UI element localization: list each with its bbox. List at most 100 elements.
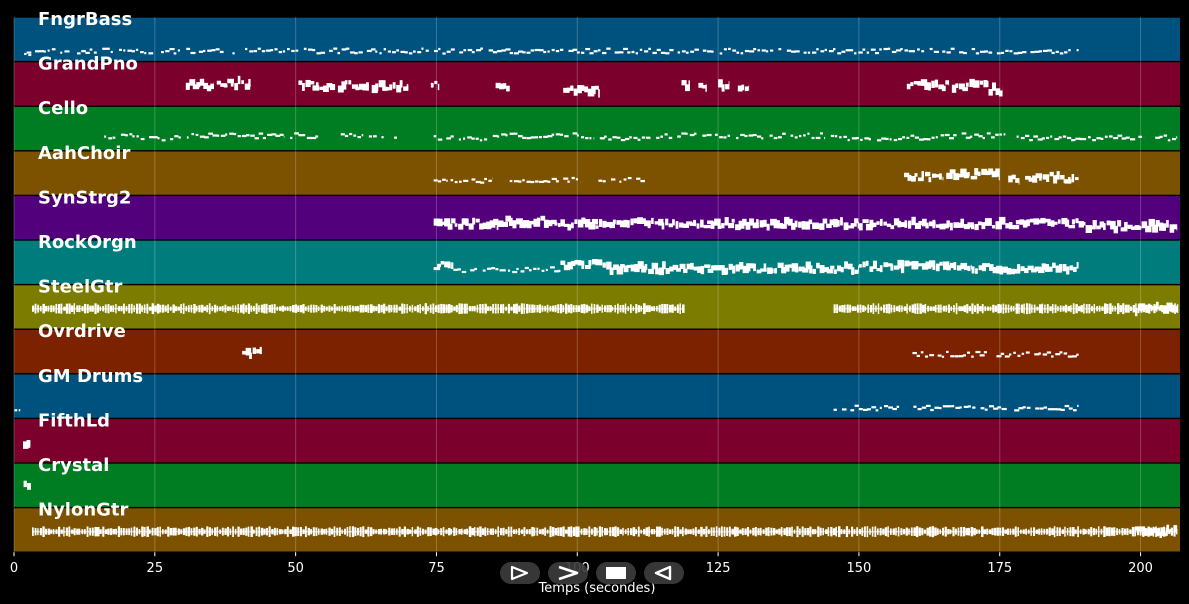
x-tick-label: 150 bbox=[847, 561, 872, 576]
track-lane bbox=[14, 196, 1180, 240]
x-grid-lines bbox=[13, 17, 1142, 553]
note-segment bbox=[906, 79, 950, 92]
note-segment bbox=[718, 79, 730, 92]
note-segment bbox=[32, 303, 685, 315]
note-segment bbox=[1005, 217, 1079, 230]
track-label: SynStrg2 bbox=[38, 187, 131, 208]
note-segment bbox=[940, 132, 1006, 140]
track-lane bbox=[14, 106, 1180, 151]
note-segment bbox=[656, 132, 826, 140]
note-segment bbox=[1016, 134, 1178, 142]
track-lane bbox=[14, 329, 1180, 374]
note-segment bbox=[946, 168, 1000, 181]
note-segment bbox=[498, 215, 561, 229]
x-tick-label: 25 bbox=[147, 561, 164, 576]
x-tick-label: 75 bbox=[428, 561, 445, 576]
note-segment bbox=[509, 177, 559, 184]
note-segment bbox=[23, 439, 31, 449]
x-tick-label: 0 bbox=[10, 561, 18, 576]
track-label: GM Drums bbox=[38, 366, 143, 387]
note-segment bbox=[903, 171, 944, 183]
note-segment bbox=[598, 176, 645, 183]
track-label: FngrBass bbox=[38, 9, 132, 30]
note-segment bbox=[185, 78, 214, 92]
note-segment bbox=[298, 79, 336, 93]
note-segment bbox=[453, 266, 561, 274]
note-segment bbox=[833, 404, 1079, 412]
x-tick-label: 125 bbox=[706, 561, 731, 576]
note-segment bbox=[1025, 171, 1065, 184]
note-segment bbox=[737, 84, 750, 92]
note-segment bbox=[23, 480, 31, 490]
rewind-icon bbox=[652, 564, 676, 582]
note-segment bbox=[951, 78, 989, 93]
note-segment bbox=[242, 346, 262, 359]
note-segment bbox=[912, 350, 1079, 358]
note-segment bbox=[858, 259, 972, 274]
note-segment bbox=[1064, 173, 1079, 186]
track-lane bbox=[14, 151, 1180, 195]
play-icon bbox=[508, 564, 532, 582]
note-segment bbox=[337, 80, 369, 93]
track-lane bbox=[14, 17, 1180, 61]
play-button[interactable] bbox=[500, 562, 540, 584]
note-segment bbox=[492, 132, 595, 140]
track-label: Cello bbox=[38, 98, 88, 119]
x-axis-title: Temps (secondes) bbox=[538, 581, 656, 596]
note-segment bbox=[971, 261, 1079, 275]
note-segment bbox=[433, 178, 448, 183]
track-lane bbox=[14, 419, 1180, 463]
note-segment bbox=[340, 132, 364, 139]
note-segment bbox=[698, 82, 707, 92]
x-tick-label: 200 bbox=[1128, 561, 1153, 576]
transport-controls bbox=[500, 562, 684, 588]
note-segment bbox=[191, 132, 285, 140]
note-segment bbox=[433, 261, 454, 271]
x-tick-label: 50 bbox=[287, 561, 304, 576]
note-segment bbox=[599, 135, 651, 142]
note-segment bbox=[560, 217, 634, 231]
note-segment bbox=[1134, 524, 1178, 539]
note-segment bbox=[830, 134, 938, 142]
track-label: NylonGtr bbox=[38, 500, 129, 521]
note-segment bbox=[450, 177, 493, 184]
track-lane bbox=[14, 463, 1180, 507]
note-segment bbox=[602, 261, 859, 276]
rewind-button[interactable] bbox=[644, 562, 684, 584]
note-segment bbox=[290, 132, 319, 140]
note-segment bbox=[32, 526, 1178, 538]
note-segment bbox=[633, 216, 859, 231]
note-segment bbox=[1078, 218, 1178, 234]
track-label: SteelGtr bbox=[38, 277, 123, 298]
track-label: AahChoir bbox=[38, 143, 130, 164]
note-marks bbox=[14, 47, 1179, 539]
note-segment bbox=[495, 82, 510, 92]
note-segment bbox=[104, 133, 133, 140]
stop-button[interactable] bbox=[596, 562, 636, 584]
note-segment bbox=[14, 409, 21, 412]
note-segment bbox=[132, 135, 189, 142]
track-labels: FngrBass GrandPno Cello AahChoir SynStrg2 Roc… bbox=[38, 9, 143, 521]
track-label: Ovrdrive bbox=[38, 321, 126, 342]
note-segment bbox=[858, 216, 1006, 231]
stop-icon bbox=[604, 564, 628, 582]
note-segment bbox=[681, 80, 690, 92]
note-segment bbox=[371, 80, 409, 94]
note-segment bbox=[24, 52, 32, 57]
track-label: GrandPno bbox=[38, 54, 138, 75]
track-label: RockOrgn bbox=[38, 232, 137, 253]
track-lanes bbox=[14, 17, 1180, 552]
fast-forward-icon bbox=[556, 564, 580, 582]
note-segment bbox=[433, 135, 488, 142]
fast-forward-button[interactable] bbox=[548, 562, 588, 584]
track-label: Crystal bbox=[38, 455, 109, 476]
note-segment bbox=[430, 80, 440, 91]
note-segment bbox=[563, 176, 581, 184]
note-segment bbox=[988, 82, 1003, 97]
track-label: FifthLd bbox=[38, 410, 110, 431]
x-tick-label: 175 bbox=[987, 561, 1012, 576]
track-lane bbox=[14, 374, 1180, 418]
note-segment bbox=[563, 85, 600, 98]
note-segment bbox=[1134, 301, 1178, 317]
